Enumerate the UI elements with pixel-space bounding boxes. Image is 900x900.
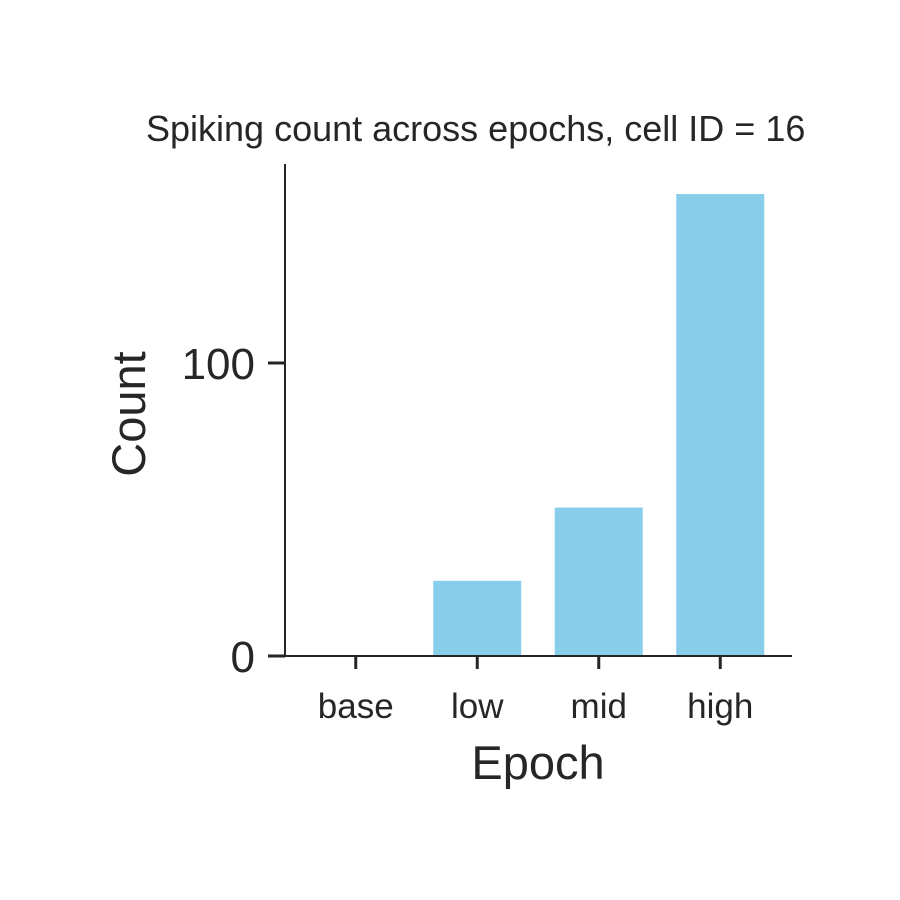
x-axis-label: Epoch: [471, 736, 604, 789]
axes-layer: base low mid high 0 100: [182, 164, 792, 726]
y-tick-label-100: 100: [182, 340, 255, 389]
bar-low: [431, 578, 524, 658]
bars-layer: [431, 192, 767, 658]
x-tick-label-high: high: [687, 687, 753, 726]
x-tick-label-low: low: [451, 687, 504, 726]
chart-title: Spiking count across epochs, cell ID = 1…: [146, 108, 805, 149]
bar-high: [674, 192, 767, 657]
x-tick-label-base: base: [318, 687, 394, 726]
x-tick-label-mid: mid: [571, 687, 627, 726]
bar-mid: [552, 505, 645, 657]
y-tick-label-0: 0: [231, 633, 255, 682]
y-axis-label: Count: [102, 351, 155, 476]
